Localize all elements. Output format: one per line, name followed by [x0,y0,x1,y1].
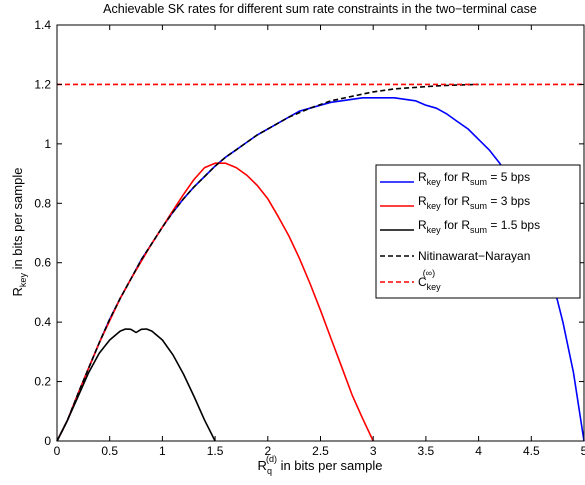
y-tick-label: 1.2 [34,77,51,91]
x-tick-label: 4 [475,444,482,458]
legend-entry-1: Rkey for Rsum = 5 bps [418,170,530,187]
x-axis-label-suffix: in bits per sample [277,458,383,473]
series-lines [56,83,585,442]
series-line-2 [56,162,374,442]
x-axis-label: Rq (d) in bits per sample [258,454,383,476]
axis-ticks: 0 0.5 1 1.5 2 2.5 3 3.5 4 4.5 5 0 0.2 0.4 0.6 0.8 1 1.2 1.… [34,18,585,458]
legend-entry-2: Rkey for Rsum = 3 bps [418,194,530,211]
y-tick-label: 1 [44,137,51,151]
y-axis-label-main: R [10,287,25,296]
y-axis-label: Rkey in bits per sample [10,168,28,297]
legend-box [375,164,581,299]
series-line-4 [56,83,479,442]
legend: Rkey for Rsum = 5 bps Rkey for Rsum = 3 … [375,164,581,299]
x-tick-label: 4.5 [523,444,540,458]
x-tick-label: 0.5 [101,444,118,458]
x-axis-label-sup: (d) [266,454,277,464]
x-axis-label-main: R [258,458,267,473]
x-tick-label: 2 [264,444,271,458]
chart-title: Achievable SK rates for different sum ra… [103,2,537,16]
x-axis-label-sub: q [267,466,272,476]
y-tick-label: 1.4 [34,18,51,32]
y-axis-label-sub: key [18,273,28,288]
legend-entry-4: Nitinawarat−Narayan [418,249,530,263]
legend-entry-5: Ckey(∞) [418,268,441,292]
y-tick-label: 0.6 [34,256,51,270]
series-line-3 [56,328,216,442]
x-tick-label: 1.5 [207,444,224,458]
y-tick-label: 0.2 [34,375,51,389]
y-axis-label-suffix: in bits per sample [10,168,25,274]
y-tick-label: 0.4 [34,315,51,329]
x-tick-label: 3.5 [418,444,435,458]
y-tick-label: 0.8 [34,196,51,210]
x-tick-label: 0 [54,444,61,458]
x-tick-label: 5 [581,444,585,458]
x-tick-label: 1 [159,444,166,458]
x-tick-label: 2.5 [312,444,329,458]
x-tick-label: 3 [370,444,377,458]
y-tick-label: 0 [44,434,51,448]
legend-entry-3: Rkey for Rsum = 1.5 bps [418,218,540,235]
